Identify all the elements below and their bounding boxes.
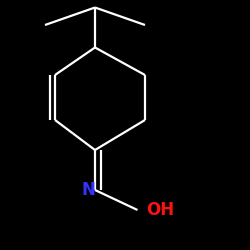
Text: OH: OH [146, 201, 174, 219]
Text: N: N [82, 181, 96, 199]
